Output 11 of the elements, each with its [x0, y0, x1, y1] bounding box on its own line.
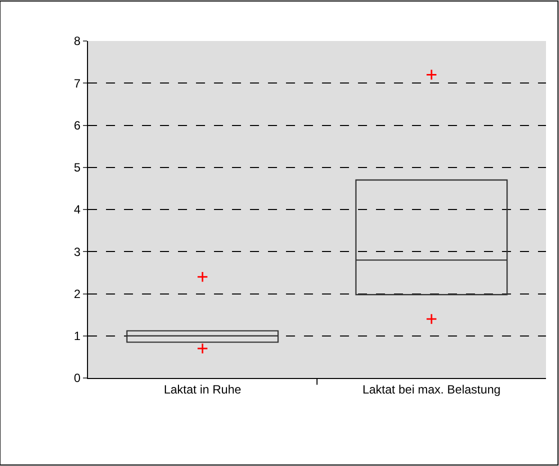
x-tick-label: Laktat in Ruhe: [164, 382, 242, 396]
y-tick-label: 8: [74, 34, 81, 48]
y-tick-label: 5: [74, 160, 81, 175]
y-tick-label: 2: [74, 286, 81, 301]
y-tick-label: 6: [74, 118, 81, 132]
y-tick-label: 0: [74, 371, 81, 386]
y-tick-label: 7: [74, 76, 81, 90]
y-tick-label: 3: [74, 244, 81, 259]
y-tick-label: 4: [74, 202, 81, 217]
x-tick-label: Laktat bei max. Belastung: [362, 382, 501, 396]
y-tick-label: 1: [74, 329, 81, 344]
